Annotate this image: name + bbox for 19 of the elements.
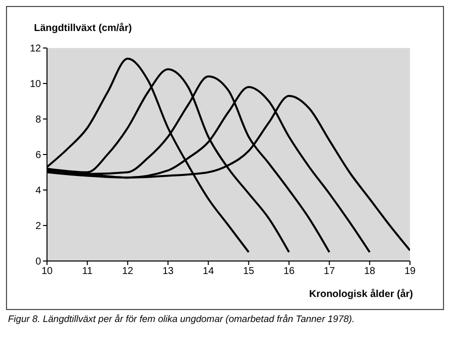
x-tick-label: 16 [283,266,295,278]
x-tick-label: 12 [122,266,134,278]
y-tick-label: 0 [35,256,42,268]
x-tick-label: 13 [162,266,174,278]
y-axis-title: Längdtillväxt (cm/år) [34,23,132,34]
x-tick-label: 14 [202,266,214,278]
x-tick-label: 15 [243,266,255,278]
x-tick-label: 18 [364,266,376,278]
x-tick-label: 17 [324,266,336,278]
x-tick-label: 11 [82,266,93,278]
y-tick-label: 6 [35,150,42,162]
x-tick-label: 19 [404,266,416,278]
y-tick-label: 4 [35,186,42,197]
y-tick-label: 10 [30,79,42,90]
text: Figur 8. Längdtillväxt per år för fem olika ungdomar (omarbetad från Tanner 1978). [8,314,355,325]
y-tick-label: 12 [30,44,42,55]
y-tick-label: 2 [35,221,42,232]
y-tick-label: 8 [35,114,42,126]
x-axis-title: Kronologisk ålder (år) [309,289,413,300]
